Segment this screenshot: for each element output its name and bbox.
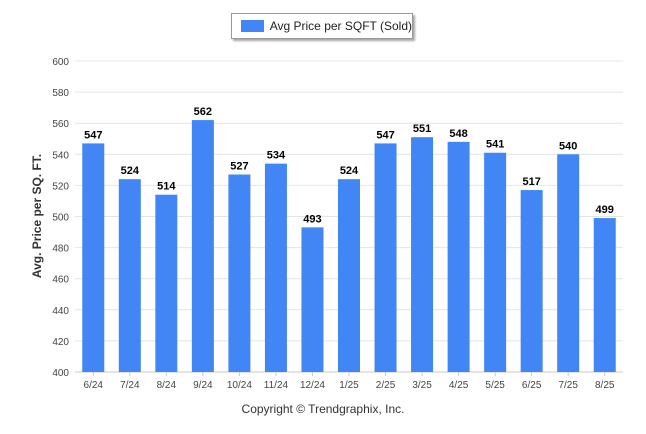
x-tick-label: 3/25 xyxy=(412,380,432,391)
x-tick-label: 7/24 xyxy=(120,380,140,391)
bar[interactable] xyxy=(301,227,324,372)
data-label: 524 xyxy=(340,165,359,177)
y-tick-label: 600 xyxy=(52,57,69,68)
y-tick-label: 460 xyxy=(52,275,69,286)
data-labels: 547 524 514 562 527 534 493 524 547 551 548 541 517 5… xyxy=(84,106,614,225)
y-tick-label: 520 xyxy=(52,181,69,192)
y-tick-label: 440 xyxy=(52,306,69,317)
x-tick-label: 8/24 xyxy=(157,380,177,391)
data-label: 547 xyxy=(376,129,394,141)
data-label: 527 xyxy=(230,161,248,173)
bar[interactable] xyxy=(411,137,434,372)
bar[interactable] xyxy=(557,154,580,372)
bar[interactable] xyxy=(520,190,543,372)
x-tick-label: 1/25 xyxy=(339,380,359,391)
y-axis-ticks: 400 420 440 460 480 500 520 540 560 580 600 xyxy=(52,57,69,379)
x-tick-label: 9/24 xyxy=(193,380,213,391)
x-tick-label: 7/25 xyxy=(558,380,578,391)
legend[interactable]: Avg Price per SQFT (Sold) xyxy=(231,13,413,39)
data-label: 541 xyxy=(486,139,504,151)
y-axis-title: Avg. Price per SQ. FT. xyxy=(30,154,44,278)
x-tick-label: 6/24 xyxy=(84,380,104,391)
x-tick-label: 4/25 xyxy=(449,380,469,391)
bar[interactable] xyxy=(484,152,507,372)
data-label: 534 xyxy=(267,150,286,162)
data-label: 524 xyxy=(121,165,140,177)
y-tick-label: 560 xyxy=(52,119,69,130)
data-label: 562 xyxy=(194,106,212,118)
copyright-footer: Copyright © Trendgraphix, Inc. xyxy=(241,402,405,416)
x-tick-label: 10/24 xyxy=(227,380,252,391)
bar[interactable] xyxy=(118,179,141,372)
data-label: 540 xyxy=(559,140,577,152)
bars xyxy=(82,120,616,372)
data-label: 551 xyxy=(413,123,431,135)
data-label: 514 xyxy=(157,181,176,193)
x-axis-ticks: 6/24 7/24 8/24 9/24 10/24 11/24 12/24 1/25 2/25 3… xyxy=(84,372,615,391)
x-tick-label: 12/24 xyxy=(300,380,325,391)
x-tick-label: 2/25 xyxy=(376,380,396,391)
data-label: 499 xyxy=(596,204,614,216)
bar[interactable] xyxy=(447,141,470,372)
legend-swatch xyxy=(241,20,264,32)
x-tick-label: 11/24 xyxy=(264,380,289,391)
bar[interactable] xyxy=(374,143,397,372)
x-tick-label: 6/25 xyxy=(522,380,542,391)
bar[interactable] xyxy=(82,143,105,372)
bar[interactable] xyxy=(338,179,360,372)
legend-label: Avg Price per SQFT (Sold) xyxy=(269,19,412,33)
y-tick-label: 580 xyxy=(52,88,69,99)
y-tick-label: 400 xyxy=(52,368,69,379)
data-label: 547 xyxy=(84,129,102,141)
x-tick-label: 8/25 xyxy=(595,380,615,391)
data-label: 517 xyxy=(522,176,540,188)
y-tick-label: 540 xyxy=(52,150,69,161)
bar[interactable] xyxy=(191,120,214,372)
bar[interactable] xyxy=(264,163,287,372)
x-tick-label: 5/25 xyxy=(485,380,505,391)
y-tick-label: 480 xyxy=(52,244,69,255)
y-tick-label: 500 xyxy=(52,213,69,224)
bar[interactable] xyxy=(593,218,616,372)
data-label: 493 xyxy=(303,213,321,225)
bar[interactable] xyxy=(228,174,251,372)
data-label: 548 xyxy=(449,128,467,140)
bar[interactable] xyxy=(155,194,178,372)
y-tick-label: 420 xyxy=(52,337,69,348)
